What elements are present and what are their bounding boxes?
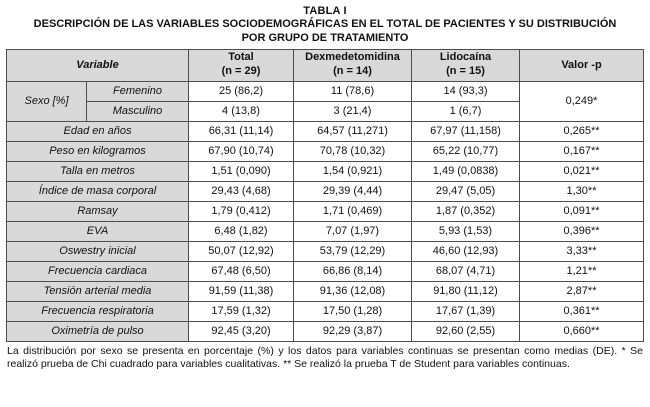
table-footnotes: La distribución por sexo se presenta en … (7, 344, 643, 370)
data-cell: 92,45 (3,20) (188, 320, 294, 342)
data-cell: 67,48 (6,50) (188, 260, 294, 282)
p-value-cell: 0,396** (519, 220, 644, 242)
p-value-cell: 0,091** (519, 200, 644, 222)
data-cell: 70,78 (10,32) (293, 140, 412, 162)
table-caption: DESCRIPCIÓN DE LAS VARIABLES SOCIODEMOGR… (33, 18, 617, 45)
column-header-line: Total (228, 51, 254, 64)
column-header-line: (n = 15) (446, 65, 485, 78)
table-row: Oswestry inicial 50,07 (12,92) 53,79 (12… (6, 240, 644, 262)
data-cell: 67,90 (10,74) (188, 140, 294, 162)
data-cell: 53,79 (12,29) (293, 240, 412, 262)
p-value-cell: 1,30** (519, 180, 644, 202)
row-sublabel: Femenino (86, 80, 189, 102)
column-header-pvalue: Valor -p (519, 48, 644, 82)
data-cell: 5,93 (1,53) (411, 220, 520, 242)
table-row: Índice de masa corporal 29,43 (4,68) 29,… (6, 180, 644, 202)
row-sublabel: Masculino (86, 100, 189, 122)
data-cell: 68,07 (4,71) (411, 260, 520, 282)
table-row: Frecuencia cardiaca 67,48 (6,50) 66,86 (… (6, 260, 644, 282)
header-row: Variable Total (n = 29) Dexmedetomidina … (6, 48, 644, 82)
data-cell: 14 (93,3) (411, 80, 520, 102)
table-row: Frecuencia respiratoria 17,59 (1,32) 17,… (6, 300, 644, 322)
data-cell: 29,47 (5,05) (411, 180, 520, 202)
column-header-line: (n = 14) (333, 65, 372, 78)
data-cell: 50,07 (12,92) (188, 240, 294, 262)
p-value-cell: 0,167** (519, 140, 644, 162)
data-cell: 1 (6,7) (411, 100, 520, 122)
data-cell: 1,54 (0,921) (293, 160, 412, 182)
data-cell: 1,87 (0,352) (411, 200, 520, 222)
column-header-line: (n = 29) (221, 65, 261, 78)
p-value-cell: 1,21** (519, 260, 644, 282)
table-row: Talla en metros 1,51 (0,090) 1,54 (0,921… (6, 160, 644, 182)
row-label: Talla en metros (6, 160, 189, 182)
data-cell: 92,60 (2,55) (411, 320, 520, 342)
data-cell: 7,07 (1,97) (293, 220, 412, 242)
p-value-cell: 0,660** (519, 320, 644, 342)
data-cell: 91,59 (11,38) (188, 280, 294, 302)
data-cell: 91,36 (12,08) (293, 280, 412, 302)
table-number: TABLA I (303, 5, 347, 17)
column-header-variable: Variable (6, 48, 189, 82)
data-cell: 91,80 (11,12) (411, 280, 520, 302)
data-cell: 46,60 (12,93) (411, 240, 520, 262)
data-cell: 65,22 (10,77) (411, 140, 520, 162)
table-row: Ramsay 1,79 (0,412) 1,71 (0,469) 1,87 (0… (6, 200, 644, 222)
data-cell: 17,67 (1,39) (411, 300, 520, 322)
data-cell: 1,79 (0,412) (188, 200, 294, 222)
data-cell: 66,86 (8,14) (293, 260, 412, 282)
row-label: Índice de masa corporal (6, 180, 189, 202)
data-cell: 17,59 (1,32) (188, 300, 294, 322)
data-cell: 1,71 (0,469) (293, 200, 412, 222)
table-row: Edad en años 66,31 (11,14) 64,57 (11,271… (6, 120, 644, 142)
data-cell: 4 (13,8) (188, 100, 294, 122)
p-value-cell: 0,021** (519, 160, 644, 182)
row-label: Ramsay (6, 200, 189, 222)
title-block: TABLA I DESCRIPCIÓN DE LAS VARIABLES SOC… (6, 5, 644, 46)
data-cell: 92,29 (3,87) (293, 320, 412, 342)
row-label: Edad en años (6, 120, 189, 142)
p-value-cell: 3,33** (519, 240, 644, 262)
column-header-line: Lidocaína (439, 51, 492, 64)
data-cell: 29,39 (4,44) (293, 180, 412, 202)
row-label: Tensión arterial media (6, 280, 189, 302)
row-label: Oximetría de pulso (6, 320, 189, 342)
row-label: Frecuencia cardiaca (6, 260, 189, 282)
data-cell: 29,43 (4,68) (188, 180, 294, 202)
column-header-lidocaina: Lidocaína (n = 15) (411, 48, 520, 82)
data-cell: 1,49 (0,0838) (411, 160, 520, 182)
sociodemographic-table: Variable Total (n = 29) Dexmedetomidina … (6, 48, 644, 342)
table-row: Peso en kilogramos 67,90 (10,74) 70,78 (… (6, 140, 644, 162)
table-row: Tensión arterial media 91,59 (11,38) 91,… (6, 280, 644, 302)
column-header-line: Dexmedetomidina (305, 51, 400, 64)
data-cell: 66,31 (11,14) (188, 120, 294, 142)
data-cell: 11 (78,6) (293, 80, 412, 102)
data-cell: 64,57 (11,271) (293, 120, 412, 142)
row-label: Peso en kilogramos (6, 140, 189, 162)
p-value-cell: 0,265** (519, 120, 644, 142)
table-row: Masculino 4 (13,8) 3 (21,4) 1 (6,7) (7, 100, 644, 122)
row-label: Frecuencia respiratoria (6, 300, 189, 322)
data-cell: 17,50 (1,28) (293, 300, 412, 322)
row-label: EVA (6, 220, 189, 242)
row-label: Oswestry inicial (6, 240, 189, 262)
document-page: TABLA I DESCRIPCIÓN DE LAS VARIABLES SOC… (6, 5, 644, 370)
table-row: Oximetría de pulso 92,45 (3,20) 92,29 (3… (6, 320, 644, 342)
data-cell: 6,48 (1,82) (188, 220, 294, 242)
data-cell: 1,51 (0,090) (188, 160, 294, 182)
table-row: EVA 6,48 (1,82) 7,07 (1,97) 5,93 (1,53) … (6, 220, 644, 242)
row-label-sexo: Sexo [%] (6, 80, 87, 122)
column-header-dexmedetomidina: Dexmedetomidina (n = 14) (293, 48, 412, 82)
table-row: Sexo [%] Femenino 25 (86,2) 11 (78,6) 14… (6, 80, 644, 122)
p-value-cell: 2,87** (519, 280, 644, 302)
data-cell: 25 (86,2) (188, 80, 294, 102)
p-value-cell: 0,361** (519, 300, 644, 322)
data-cell: 67,97 (11,158) (411, 120, 520, 142)
data-cell: 3 (21,4) (293, 100, 412, 122)
column-header-total: Total (n = 29) (188, 48, 294, 82)
p-value-cell: 0,249* (519, 80, 644, 122)
